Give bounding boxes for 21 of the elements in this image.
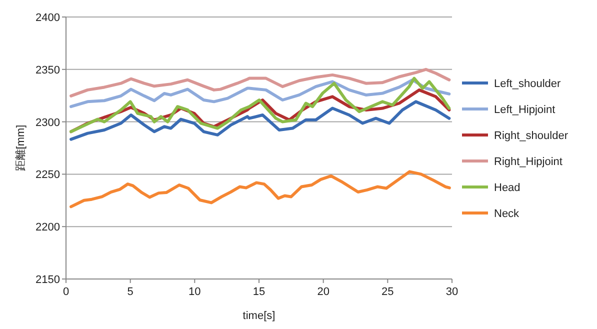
legend-label: Neck — [494, 208, 520, 220]
y-tick-label: 2400 — [36, 12, 60, 24]
legend-label: Left_Hipjoint — [494, 104, 556, 116]
legend-label: Left_shoulder — [494, 78, 561, 90]
y-tick-label: 2200 — [36, 222, 60, 234]
x-tick-label: 25 — [382, 286, 394, 298]
legend-label: Right_shoulder — [494, 130, 568, 142]
legend-label: Right_Hipjoint — [494, 156, 562, 168]
x-tick-label: 15 — [252, 286, 266, 298]
x-tick-label: 30 — [446, 286, 458, 298]
y-tick-label: 2150 — [36, 274, 60, 286]
x-tick-label: 0 — [62, 286, 70, 298]
legend-label: Head — [494, 182, 520, 194]
y-tick-label: 2300 — [36, 116, 60, 129]
x-tick-label: 20 — [317, 286, 330, 298]
y-tick-label: 2350 — [36, 64, 60, 76]
y-axis-title: 距離[mm] — [15, 124, 27, 172]
x-tick-label: 10 — [188, 286, 201, 298]
x-axis-title: time[s] — [242, 310, 276, 322]
y-tick-label: 2250 — [36, 169, 60, 182]
x-tick-label: 5 — [127, 286, 134, 298]
